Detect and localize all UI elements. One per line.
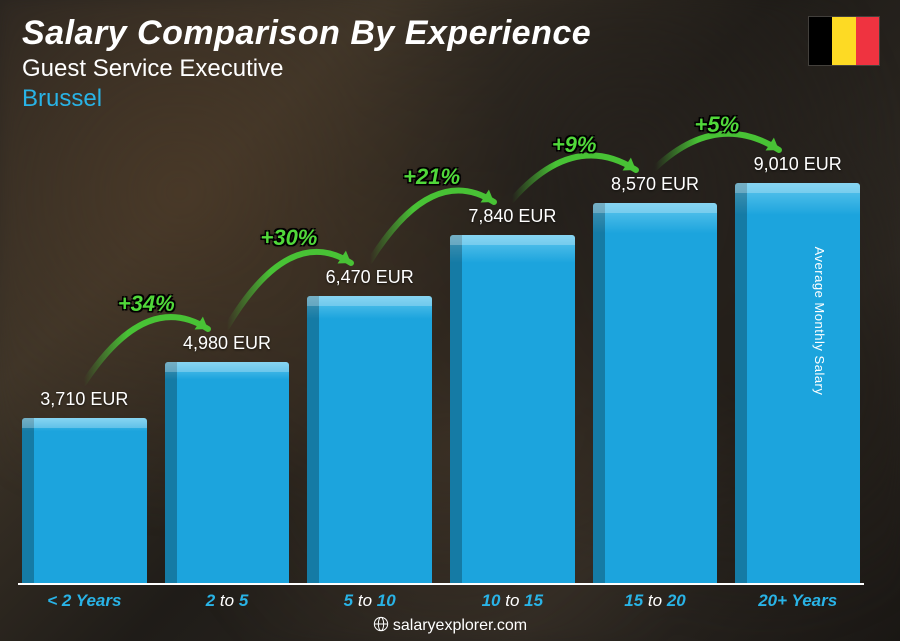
- bar-column: 9,010 EUR: [735, 154, 860, 583]
- flag-stripe-yellow: [832, 17, 855, 65]
- footer-text: salaryexplorer.com: [393, 617, 527, 634]
- x-axis: < 2 Years 2 to 5 5 to 10 10 to 15 15 to 20 20…: [22, 591, 860, 611]
- bar-column: 3,710 EUR: [22, 389, 147, 583]
- bar-column: 8,570 EUR: [593, 174, 718, 583]
- increment-arrow-icon: [215, 211, 375, 351]
- increment-arrow-icon: [500, 118, 660, 224]
- x-axis-label: 15 to 20: [593, 591, 718, 611]
- footer: salaryexplorer.com: [0, 616, 900, 635]
- increment-arrow-icon: [358, 150, 518, 285]
- y-axis-label: Average Monthly Salary: [812, 246, 827, 395]
- flag-stripe-black: [809, 17, 832, 65]
- bar: [450, 235, 575, 583]
- x-axis-label: 20+ Years: [735, 591, 860, 611]
- chart-baseline: [18, 583, 864, 585]
- x-axis-label: 2 to 5: [165, 591, 290, 611]
- chart-location: Brussel: [22, 85, 591, 113]
- globe-icon: [373, 616, 389, 632]
- x-axis-label: < 2 Years: [22, 591, 147, 611]
- flag-stripe-red: [856, 17, 879, 65]
- increment-arrow-icon: [643, 98, 803, 192]
- header: Salary Comparison By Experience Guest Se…: [22, 14, 591, 113]
- bar: [22, 418, 147, 583]
- chart-title: Salary Comparison By Experience: [22, 14, 591, 53]
- chart-subtitle: Guest Service Executive: [22, 55, 591, 83]
- increment-arrow-icon: [72, 277, 232, 407]
- bar: [735, 183, 860, 583]
- belgium-flag-icon: [808, 16, 880, 66]
- bar: [593, 203, 718, 583]
- x-axis-label: 10 to 15: [450, 591, 575, 611]
- x-axis-label: 5 to 10: [307, 591, 432, 611]
